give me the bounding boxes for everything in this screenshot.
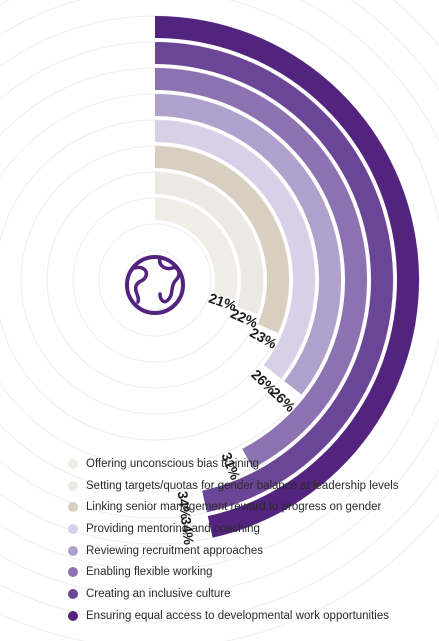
legend-label: Offering unconscious bias training [86,457,260,470]
legend-label: Ensuring equal access to developmental w… [86,609,390,622]
legend-label: Enabling flexible working [86,566,213,579]
legend-label: Setting targets/quotas for gender balanc… [86,479,399,492]
legend-swatch [68,588,78,599]
radial-bar [155,198,237,299]
guide-circle [124,249,186,311]
legend-swatch [68,567,78,578]
radial-bar [155,146,289,333]
legend-item: Ensuring equal access to developmental w… [68,605,439,627]
legend-swatch [68,458,78,469]
legend-item: Providing mentoring and coaching [68,518,439,540]
guide-circle [0,0,439,623]
guide-circle [98,223,212,337]
value-label: 34% [175,490,194,520]
radial-bar [155,120,315,379]
value-label: 34% [178,516,197,546]
legend-swatch [68,545,78,556]
legend-item: Offering unconscious bias training [68,453,439,475]
legend-item: Linking senior management reward to prog… [68,496,439,518]
legend-label: Creating an inclusive culture [86,587,231,600]
legend-swatch [68,480,78,491]
radial-bar [155,94,341,395]
legend-label: Linking senior management reward to prog… [86,501,382,514]
legend-swatch [68,523,78,534]
legend-item: Creating an inclusive culture [68,583,439,605]
globe-icon [125,255,185,315]
legend-swatch [68,502,78,513]
legend-swatch [68,610,78,621]
legend-item: Reviewing recruitment approaches [68,540,439,562]
legend-label: Providing mentoring and coaching [86,522,260,535]
radial-bar [155,68,367,469]
guide-circle [0,0,439,571]
legend: Offering unconscious bias training Settin… [68,453,439,627]
legend-item: Setting targets/quotas for gender balanc… [68,475,439,497]
legend-item: Enabling flexible working [68,561,439,583]
guide-circle [0,0,439,597]
legend-label: Reviewing recruitment approaches [86,544,264,557]
radial-bar [155,172,263,314]
